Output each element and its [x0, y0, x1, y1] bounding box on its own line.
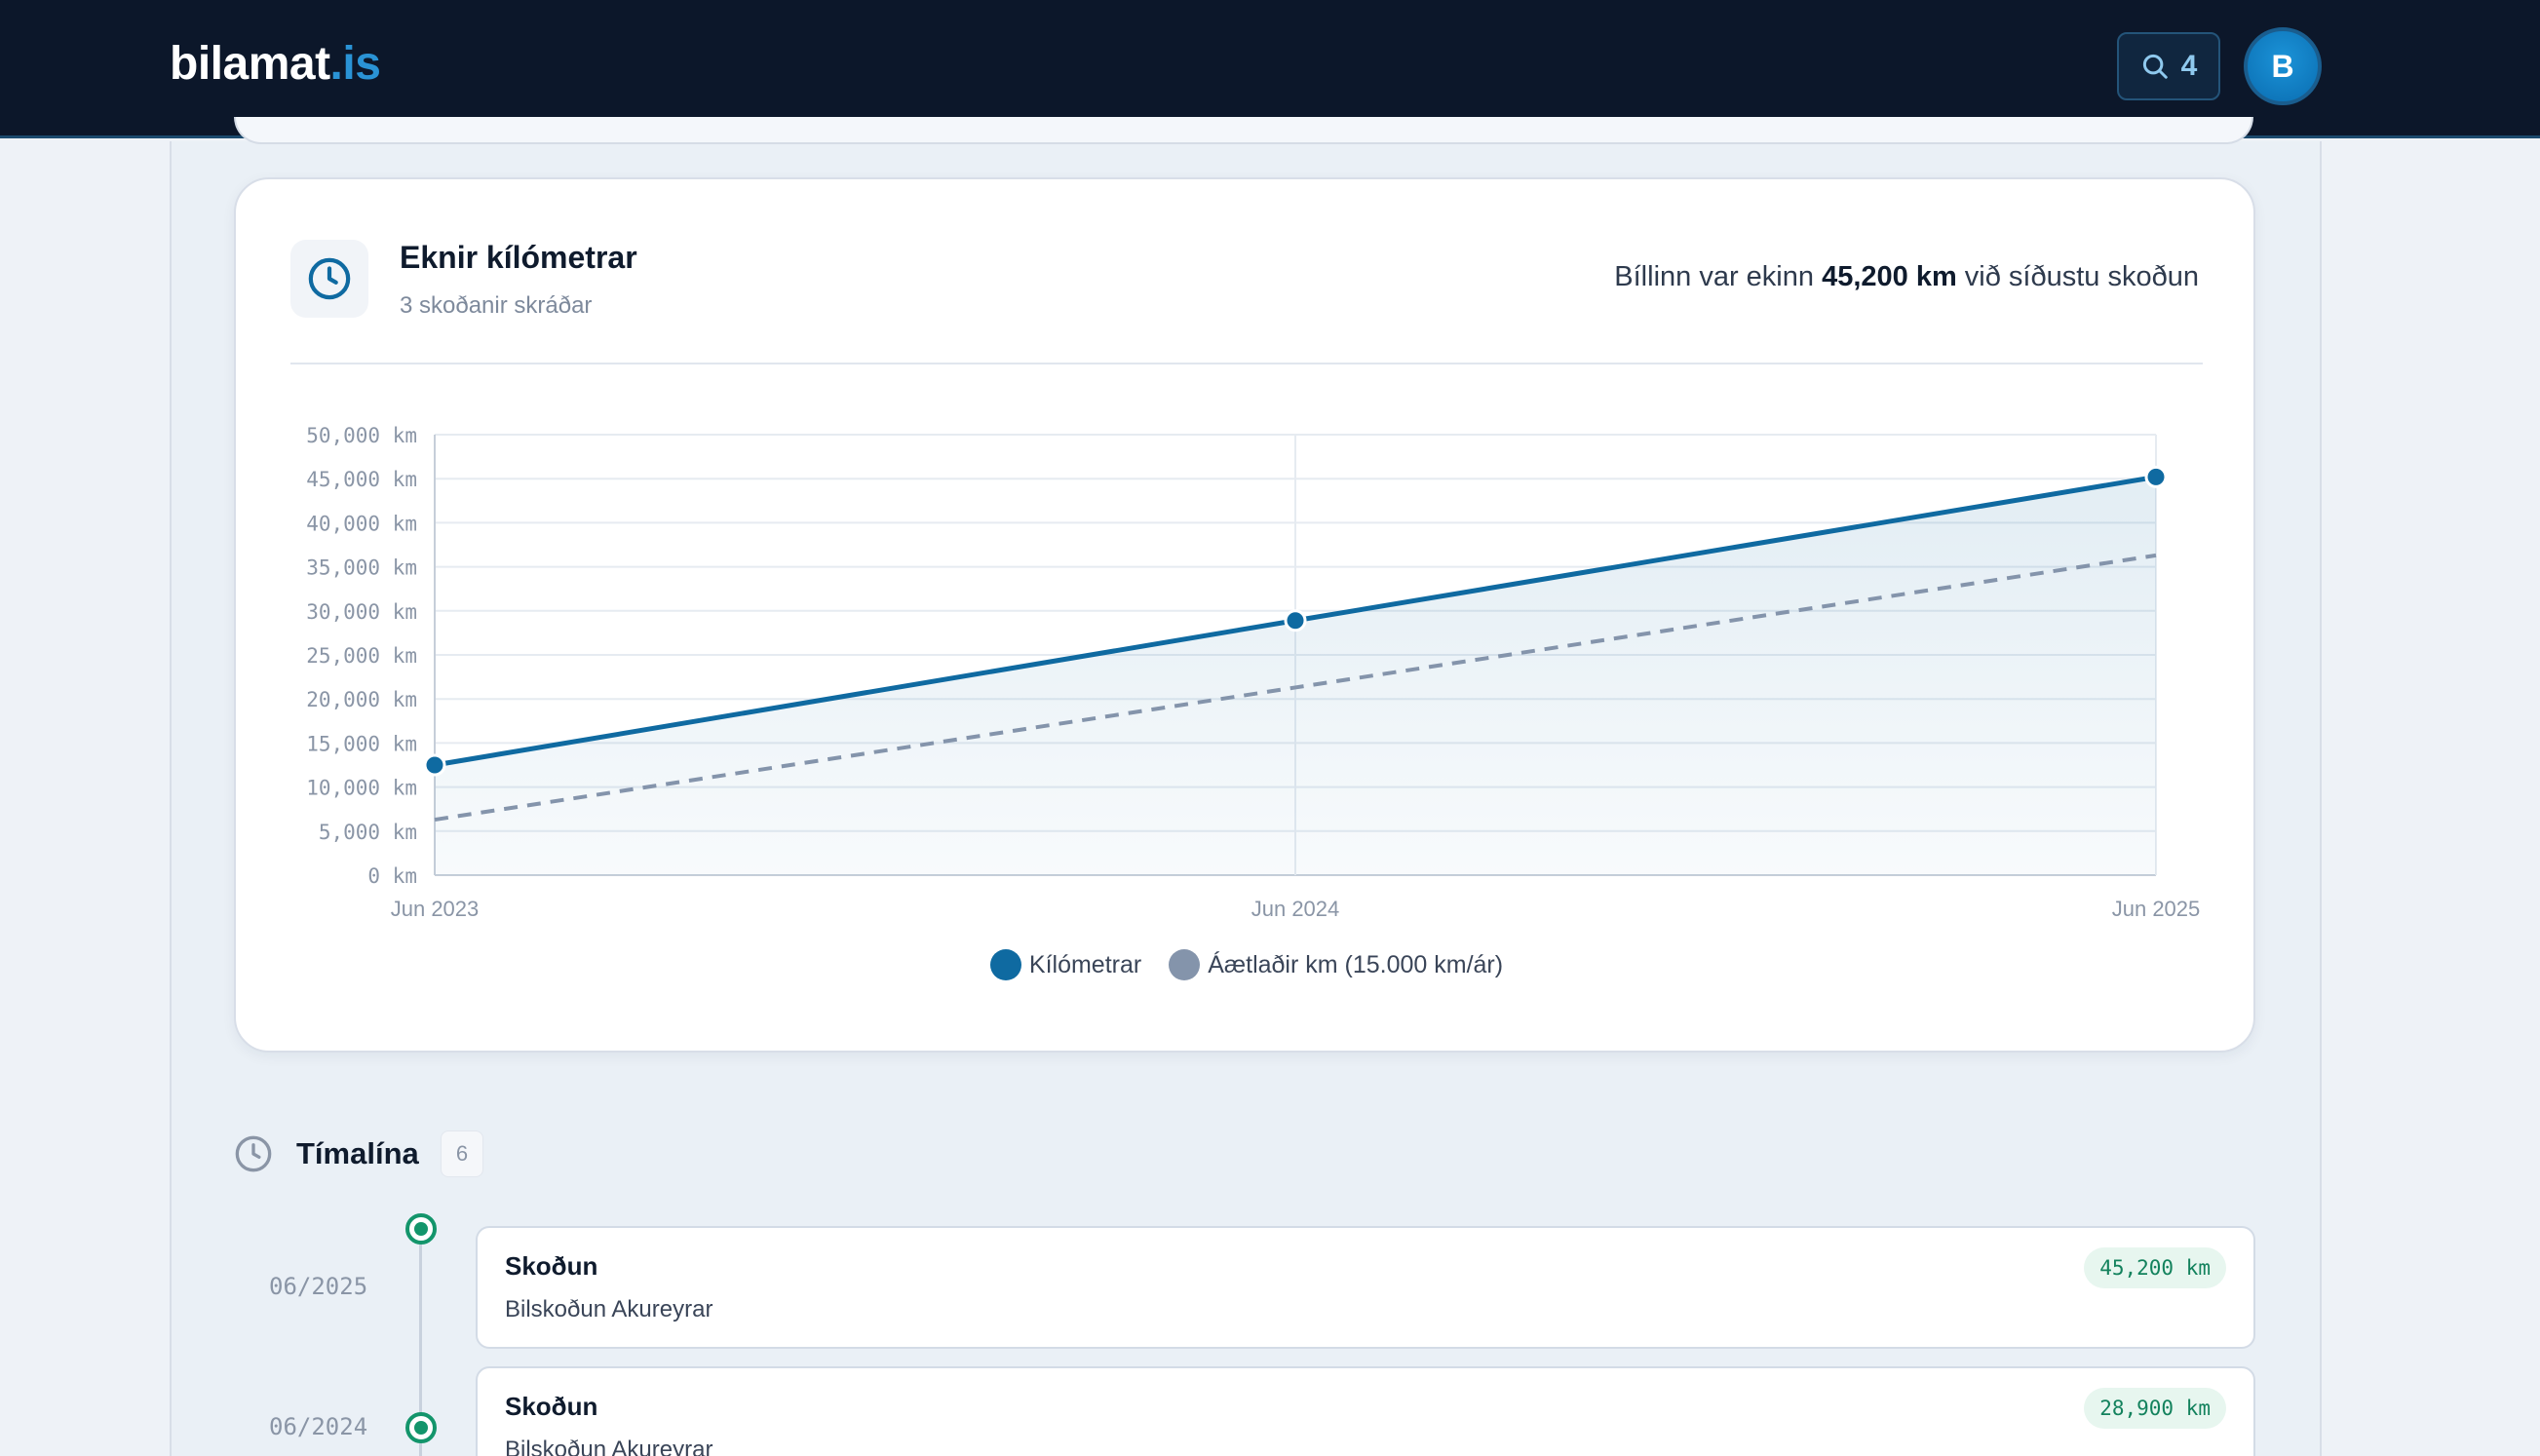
logo-text: bilamat	[170, 38, 330, 90]
y-tick-label: 5,000 km	[319, 821, 417, 844]
timeline-card[interactable]: Skoðun Bilskoðun Akureyrar 45,200 km	[476, 1226, 2255, 1349]
search-count: 4	[2180, 50, 2198, 82]
legend-label: Kílómetrar	[1028, 950, 1142, 978]
y-tick-label: 15,000 km	[306, 732, 417, 755]
card-divider	[290, 363, 2203, 364]
card-title: Eknir kílómetrar	[400, 240, 637, 275]
mileage-chart: 0 km 5,000 km 10,000 km 15,000 km 20,000 km 2…	[306, 424, 2201, 921]
y-tick-label: 50,000 km	[306, 424, 417, 447]
y-tick-label: 30,000 km	[306, 600, 417, 624]
timeline-card-title: Skoðun	[505, 1392, 598, 1421]
timeline-title: Tímalína	[296, 1136, 419, 1170]
data-point	[423, 753, 446, 777]
series-area	[435, 477, 2156, 875]
timeline-count-badge: 6	[441, 1130, 483, 1177]
search-icon	[2142, 54, 2168, 79]
y-tick-label: 25,000 km	[306, 644, 417, 668]
legend-item[interactable]: Kílómetrar	[989, 949, 1142, 980]
timeline-count: 6	[455, 1141, 469, 1166]
y-tick-label: 10,000 km	[306, 777, 417, 800]
timeline-dot	[405, 1213, 437, 1245]
y-tick-label: 40,000 km	[306, 512, 417, 535]
avatar-initial: B	[2271, 48, 2294, 84]
avatar[interactable]: B	[2244, 27, 2322, 105]
y-tick-label: 35,000 km	[306, 556, 417, 580]
timeline-card-title: Skoðun	[505, 1251, 598, 1281]
timeline-line	[419, 1230, 422, 1456]
timeline-card-subtitle: Bilskoðun Akureyrar	[505, 1296, 713, 1322]
previous-card-edge	[234, 117, 2253, 144]
x-tick-label: Jun 2023	[391, 897, 480, 921]
timeline-date: 06/2025	[269, 1273, 368, 1300]
series-line-estimated	[434, 553, 2157, 823]
logo[interactable]: bilamat.is	[170, 37, 381, 91]
summary-prefix: Bíllinn var ekinn	[1614, 261, 1814, 292]
legend-label: Áætlaðir km (15.000 km/ár)	[1208, 950, 1504, 978]
data-point	[1284, 609, 1307, 632]
data-point	[2144, 465, 2168, 488]
timeline-card-subtitle: Bilskoðun Akureyrar	[505, 1437, 713, 1456]
clock-icon	[308, 257, 351, 300]
card-subtitle: 3 skoðanir skráðar	[400, 292, 593, 319]
card-icon-box	[290, 240, 368, 318]
km-badge: 45,200 km	[2084, 1247, 2226, 1288]
km-badge: 28,900 km	[2084, 1388, 2226, 1429]
x-tick-label: Jun 2024	[1251, 897, 1340, 921]
chart-legend: Kílómetrar Áætlaðir km (15.000 km/ár)	[236, 949, 2257, 980]
timeline-dot	[405, 1412, 437, 1443]
x-tick-label: Jun 2025	[2112, 897, 2201, 921]
summary-value: 45,200 km	[1822, 261, 1957, 292]
search-button[interactable]: 4	[2117, 32, 2220, 100]
y-tick-label: 0 km	[367, 864, 417, 888]
summary-suffix: við síðustu skoðun	[1964, 261, 2199, 292]
top-bar: bilamat.is 4 B	[0, 0, 2540, 138]
timeline-card[interactable]: Skoðun Bilskoðun Akureyrar 28,900 km	[476, 1366, 2255, 1456]
legend-item[interactable]: Áætlaðir km (15.000 km/ár)	[1169, 949, 1503, 980]
logo-tld: .is	[329, 38, 381, 90]
y-tick-label: 45,000 km	[306, 468, 417, 491]
legend-swatch	[989, 949, 1021, 980]
clock-icon	[235, 1135, 272, 1172]
y-tick-label: 20,000 km	[306, 688, 417, 711]
mileage-card: Eknir kílómetrar 3 skoðanir skráðar Bíll…	[234, 177, 2255, 1053]
timeline-date: 06/2024	[269, 1413, 368, 1440]
mileage-summary: Bíllinn var ekinn 45,200 km við síðustu …	[1614, 261, 2199, 293]
legend-swatch	[1169, 949, 1201, 980]
